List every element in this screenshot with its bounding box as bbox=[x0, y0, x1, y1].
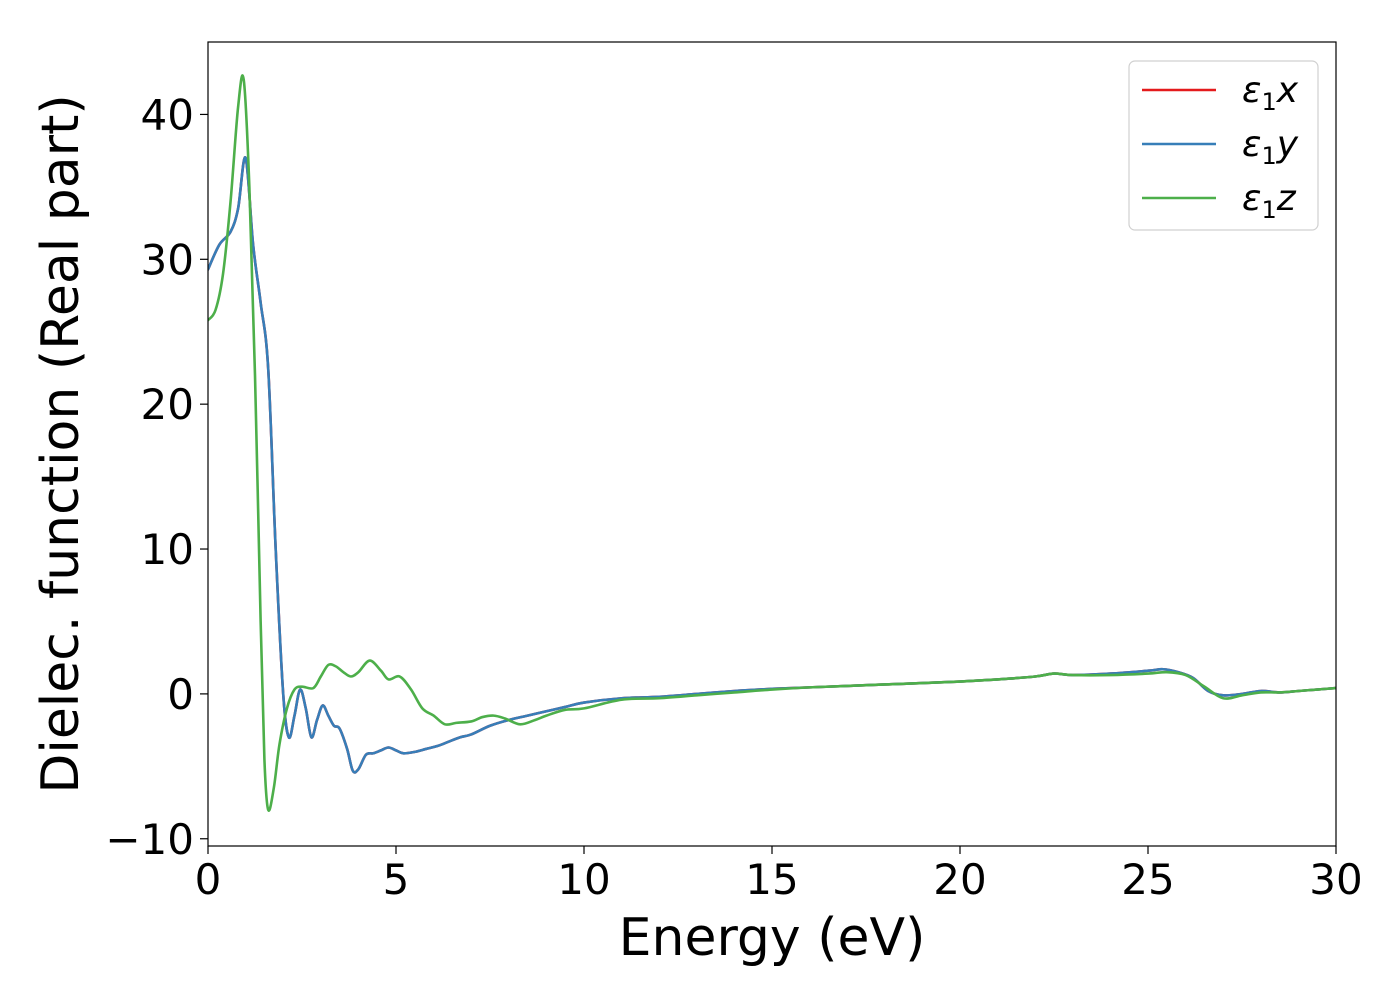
x-tick-label: 20 bbox=[933, 855, 986, 904]
x-tick-label: 25 bbox=[1121, 855, 1174, 904]
y-tick-label: 20 bbox=[141, 380, 194, 429]
x-axis-ticks: 0 5 10 15 20 25 30 bbox=[195, 846, 1363, 904]
y-tick-label: 40 bbox=[141, 90, 194, 139]
x-tick-label: 0 bbox=[195, 855, 222, 904]
x-tick-label: 10 bbox=[557, 855, 610, 904]
legend-label: ε1x bbox=[1242, 70, 1299, 116]
x-tick-label: 30 bbox=[1309, 855, 1362, 904]
legend-label: ε1z bbox=[1242, 178, 1297, 224]
x-tick-label: 15 bbox=[745, 855, 798, 904]
y-axis-label: Dielec. function (Real part) bbox=[31, 94, 91, 793]
y-axis-ticks: −10 0 10 20 30 40 bbox=[105, 90, 208, 864]
y-tick-label: 0 bbox=[167, 670, 194, 719]
y-tick-label: 10 bbox=[141, 525, 194, 574]
y-tick-label: 30 bbox=[141, 235, 194, 284]
legend-label: ε1y bbox=[1242, 124, 1299, 170]
legend-box bbox=[1128, 60, 1319, 231]
series-line-z bbox=[208, 74, 1336, 812]
x-tick-label: 5 bbox=[383, 855, 410, 904]
legend: ε1x ε1y ε1z bbox=[1128, 60, 1319, 231]
y-tick-label: −10 bbox=[105, 815, 194, 864]
series-lines bbox=[208, 74, 1336, 812]
series-line-y bbox=[208, 156, 1336, 774]
x-axis-label: Energy (eV) bbox=[619, 908, 926, 968]
